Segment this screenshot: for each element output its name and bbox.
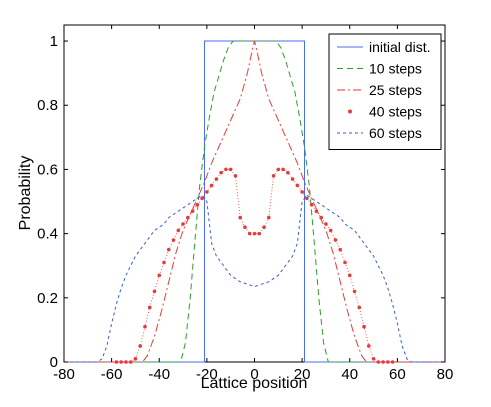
series-3-point — [176, 228, 181, 233]
series-layer — [64, 40, 445, 364]
series-3-point — [357, 305, 362, 310]
legend-swatch-3 — [348, 109, 352, 114]
series-3-point — [347, 273, 352, 278]
series-3-point — [228, 167, 233, 172]
series-3-point — [128, 360, 133, 364]
series-3-point — [319, 215, 323, 220]
y-tick-label: 0.6 — [37, 161, 58, 178]
x-tick-label: -40 — [148, 366, 170, 383]
series-3-point — [324, 222, 328, 226]
series-3-point — [309, 202, 314, 207]
series-3-point — [238, 215, 243, 220]
series-3-point — [147, 305, 152, 310]
series-3-point — [333, 238, 338, 242]
y-tick-label: 0 — [50, 354, 58, 371]
series-3-point — [243, 225, 247, 229]
series-3-point — [386, 360, 390, 364]
series-3-point — [367, 344, 371, 348]
series-3-point — [343, 260, 347, 265]
series-3-point — [286, 170, 290, 175]
series-3-point — [328, 228, 333, 233]
legend-label-2: 25 steps — [369, 82, 422, 98]
series-3-point — [171, 238, 176, 242]
series-3-point — [157, 273, 162, 278]
series-3-point — [266, 215, 271, 220]
series-3-point — [252, 231, 257, 236]
series-3-point — [371, 356, 376, 361]
series-line-2 — [64, 40, 445, 363]
y-tick-label: 0.4 — [37, 226, 58, 243]
series-3-point — [138, 344, 142, 348]
series-3-point — [186, 215, 190, 220]
series-3-point — [195, 202, 200, 207]
series-3-point — [271, 174, 276, 178]
series-3-point — [209, 183, 214, 188]
series-3-point — [166, 247, 171, 252]
series-3-point — [281, 167, 285, 172]
legend-label-3: 40 steps — [369, 104, 422, 120]
series-3-point — [314, 209, 319, 213]
series-3-point — [114, 360, 119, 364]
series-3-point — [290, 177, 295, 181]
series-3-point — [133, 356, 138, 361]
series-line-4 — [64, 194, 445, 363]
axis-layer: -80 -60 -40 -20 0 20 40 60 80 0 0.2 0.4 0.6 0.8 1 — [37, 25, 453, 383]
series-3-point — [276, 167, 281, 172]
x-tick-label: -60 — [101, 366, 123, 383]
legend-label-1: 10 steps — [369, 61, 422, 77]
y-axis-label: Probability — [17, 156, 34, 231]
series-3-point — [200, 196, 204, 201]
series-3-point — [300, 190, 304, 194]
x-tick-label: 80 — [437, 366, 454, 383]
x-tick-label: -20 — [196, 366, 218, 383]
series-3-point — [295, 183, 300, 188]
series-3-point — [257, 231, 262, 236]
series-3-point — [247, 231, 252, 236]
series-3-point — [162, 260, 166, 265]
series-3-point — [124, 360, 128, 364]
series-3-point — [224, 167, 228, 172]
series-3-point — [376, 360, 381, 364]
x-axis-label: Lattice position — [201, 375, 308, 392]
series-3-point — [352, 289, 357, 294]
series-3-point — [362, 324, 366, 329]
series-3-point — [205, 190, 209, 194]
legend-label-0: initial dist. — [369, 39, 430, 55]
series-3-point — [119, 360, 123, 364]
series-3-point — [381, 360, 385, 364]
x-tick-label: 60 — [389, 366, 406, 383]
series-3-point — [338, 247, 343, 252]
series-3-point — [152, 289, 157, 294]
legend-label-4: 60 steps — [369, 125, 422, 141]
series-3-point — [143, 324, 147, 329]
series-3-point — [214, 177, 219, 181]
x-tick-label: 20 — [294, 366, 311, 383]
x-tick-label: 0 — [250, 366, 258, 383]
series-3-point — [390, 360, 395, 364]
series-3-point — [219, 170, 223, 175]
series-3-point — [262, 225, 266, 229]
y-tick-label: 0.8 — [37, 97, 58, 114]
legend: initial dist. 10 steps 25 steps 40 steps 60 … — [328, 33, 442, 150]
x-tick-label: -80 — [53, 366, 75, 383]
legend-box — [328, 33, 442, 150]
series-3-point — [190, 209, 195, 213]
y-tick-label: 1 — [50, 33, 58, 50]
y-tick-label: 0.2 — [37, 290, 58, 307]
series-3-point — [233, 174, 238, 178]
x-tick-label: 40 — [341, 366, 358, 383]
series-3-point — [181, 222, 185, 226]
series-3-point — [305, 196, 309, 201]
